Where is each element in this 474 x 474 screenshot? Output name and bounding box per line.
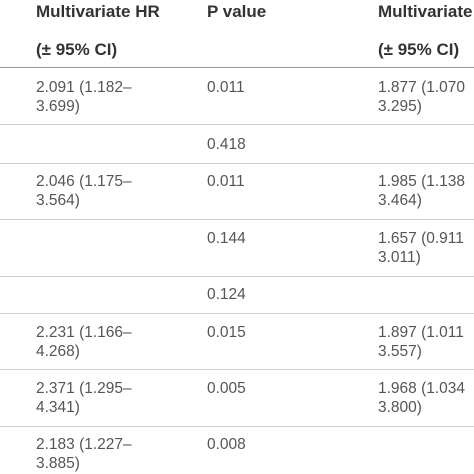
row-6-mhr-line1: 1.968 (1.034 [378, 380, 466, 397]
row-0-hr-line2: 3.699) [36, 98, 80, 115]
row-5-mhr-line2: 3.557) [378, 343, 422, 360]
row-2-mhr-line1: 1.985 (1.138 [378, 173, 466, 190]
row-divider [0, 124, 474, 125]
row-1-p: 0.418 [207, 136, 246, 153]
header-col1-line2: (± 95% CI) [36, 40, 118, 59]
row-3-mhr-line2: 3.011) [378, 249, 421, 266]
row-4-p: 0.124 [207, 286, 246, 303]
row-6-mhr-line2: 3.800) [378, 399, 422, 416]
header-col3-line1: Multivariate [378, 2, 473, 21]
row-0-mhr-line1: 1.877 (1.070 [378, 79, 466, 96]
row-5-p: 0.015 [207, 324, 246, 341]
row-5-mhr-line1: 1.897 (1.011 [378, 324, 464, 341]
row-5-hr-line1: 2.231 (1.166– [36, 324, 132, 341]
row-divider [0, 369, 474, 370]
header-col3-line2: (± 95% CI) [378, 40, 460, 59]
row-6-hr-line1: 2.371 (1.295– [36, 380, 132, 397]
row-7-hr-line2: 3.885) [36, 455, 80, 472]
row-6-hr-line2: 4.341) [36, 399, 80, 416]
row-divider [0, 313, 474, 314]
row-divider [0, 163, 474, 164]
row-5-hr-line2: 4.268) [36, 343, 80, 360]
row-0-hr-line1: 2.091 (1.182– [36, 79, 132, 96]
row-2-hr-line1: 2.046 (1.175– [36, 173, 132, 190]
row-2-mhr-line2: 3.464) [378, 192, 422, 209]
row-0-mhr-line2: 3.295) [378, 98, 422, 115]
row-divider [0, 276, 474, 277]
row-7-p: 0.008 [207, 436, 246, 453]
header-col1-line1: Multivariate HR [36, 2, 160, 21]
row-3-p: 0.144 [207, 230, 246, 247]
row-7-hr-line1: 2.183 (1.227– [36, 436, 132, 453]
row-2-p: 0.011 [207, 173, 245, 190]
row-divider [0, 426, 474, 427]
row-2-hr-line2: 3.564) [36, 192, 80, 209]
header-divider [0, 67, 474, 68]
header-col2: P value [207, 2, 267, 21]
row-0-p: 0.011 [207, 79, 245, 96]
row-6-p: 0.005 [207, 380, 246, 397]
row-divider [0, 219, 474, 220]
row-3-mhr-line1: 1.657 (0.911 [378, 230, 464, 247]
